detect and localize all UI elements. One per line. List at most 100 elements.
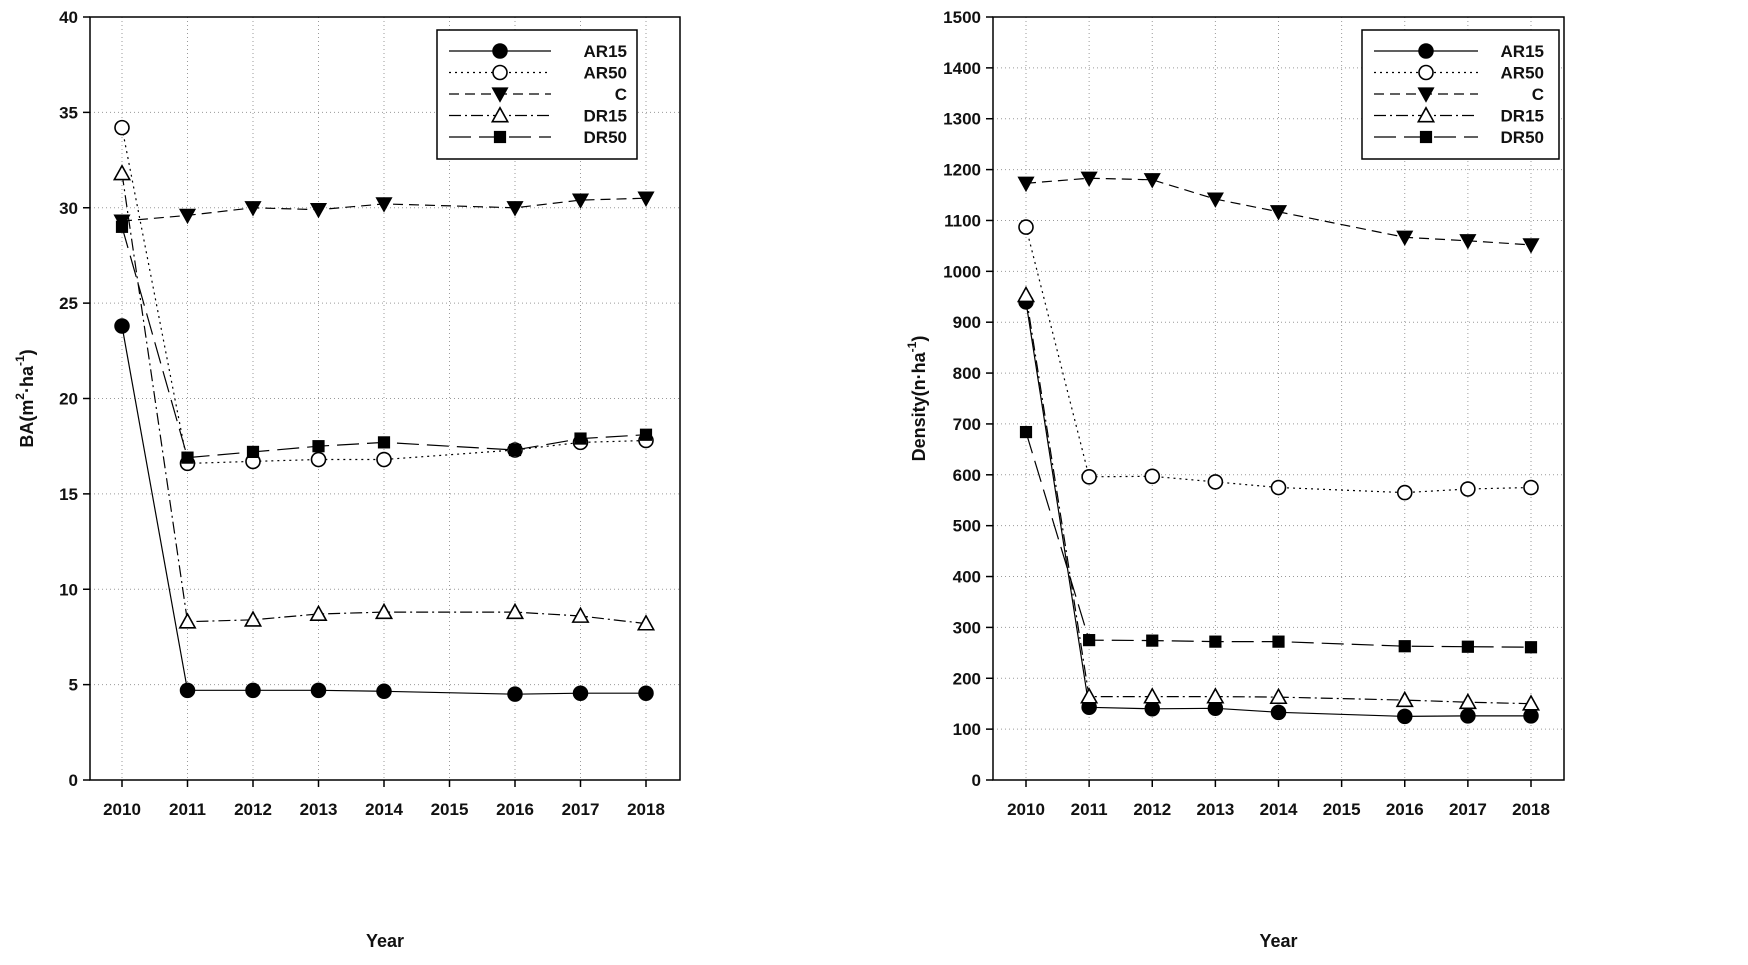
legend-marker-dr50 — [1419, 130, 1433, 144]
y-axis-title-part: ) — [909, 336, 929, 342]
legend-marker-dr15 — [490, 106, 510, 123]
y-tick-label: 5 — [69, 676, 78, 695]
data-point-dr50 — [1398, 640, 1411, 653]
x-tick-label: 2014 — [1260, 800, 1298, 819]
data-point-dr50 — [508, 443, 522, 457]
x-axis-title: Year — [366, 931, 404, 951]
y-axis-title-superscript: -1 — [905, 341, 919, 352]
data-point-c — [1206, 192, 1224, 208]
data-point-ar15 — [638, 685, 654, 701]
x-tick-label: 2011 — [1071, 800, 1108, 819]
x-tick-label: 2011 — [169, 800, 206, 819]
x-tick-label: 2016 — [496, 800, 534, 819]
legend-label-ar50: AR50 — [1501, 64, 1544, 83]
data-point-ar15 — [376, 683, 392, 700]
data-point-ar50 — [1270, 479, 1287, 496]
series-line-dr50 — [1025, 431, 1532, 648]
data-point-dr50 — [1209, 635, 1222, 648]
y-tick-label: 30 — [59, 199, 78, 218]
x-tick-label: 2014 — [365, 800, 403, 819]
legend-marker-ar15 — [492, 43, 508, 59]
y-tick-label: 800 — [953, 364, 981, 383]
data-point-dr15 — [1269, 687, 1288, 705]
data-point-dr15 — [1016, 285, 1036, 303]
data-point-ar15 — [1460, 708, 1476, 724]
y-tick-label: 1200 — [943, 161, 981, 180]
y-tick-label: 400 — [953, 568, 981, 587]
legend-marker-c — [491, 87, 509, 103]
y-axis-title: Density(n·ha-1) — [905, 336, 929, 462]
series-line-ar15 — [121, 325, 646, 695]
x-tick-label: 2018 — [1512, 800, 1550, 819]
x-tick-label: 2016 — [1386, 800, 1424, 819]
y-axis-title-part: ) — [17, 349, 37, 355]
y-axis-title-part: BA(m — [17, 400, 37, 448]
legend-marker-ar50 — [492, 64, 508, 81]
chart-2: 0 100 200 300 400 500 600 700 800 900 1000 1100 1200… — [905, 8, 1565, 951]
data-point-c — [1269, 205, 1288, 221]
y-tick-label: 35 — [59, 103, 78, 122]
x-tick-label: 2012 — [1133, 800, 1171, 819]
x-axis-title: Year — [1259, 931, 1297, 951]
y-tick-label: 300 — [953, 618, 981, 637]
x-tick-label: 2013 — [300, 800, 338, 819]
x-tick-label: 2015 — [1323, 800, 1361, 819]
y-axis-title-superscript: 2 — [13, 393, 27, 400]
data-point-dr15 — [112, 164, 132, 181]
data-point-dr15 — [505, 602, 525, 620]
data-point-dr50 — [246, 445, 260, 459]
legend-label-c: C — [615, 85, 627, 104]
y-tick-label: 25 — [59, 294, 78, 313]
y-tick-label: 200 — [953, 669, 981, 688]
data-point-dr50 — [115, 220, 129, 233]
legend: AR15 AR50 C DR15 DR50 — [1361, 29, 1560, 160]
data-point-dr50 — [1019, 425, 1033, 439]
data-point-dr50 — [312, 440, 325, 453]
x-tick-label: 2017 — [1449, 800, 1487, 819]
data-point-c — [1522, 238, 1540, 254]
y-tick-label: 1300 — [943, 110, 981, 129]
data-point-c — [1396, 230, 1414, 246]
data-point-ar50 — [1460, 481, 1476, 497]
y-axis-title-part: ·ha — [17, 365, 37, 393]
legend-label-ar50: AR50 — [584, 64, 627, 83]
data-point-c — [309, 202, 328, 219]
y-tick-label: 100 — [953, 720, 981, 739]
series-line-ar15 — [1025, 301, 1531, 718]
data-point-c — [571, 193, 590, 209]
legend-label-dr50: DR50 — [1501, 128, 1544, 147]
data-point-ar50 — [1396, 484, 1413, 501]
data-point-dr50 — [1461, 640, 1474, 653]
data-point-ar15 — [507, 686, 523, 702]
series-line-ar50 — [1025, 226, 1532, 494]
legend-marker-ar50 — [1418, 64, 1434, 81]
data-point-ar50 — [1144, 468, 1161, 485]
y-tick-label: 20 — [59, 390, 78, 409]
y-tick-label: 600 — [953, 466, 981, 485]
y-tick-label: 40 — [59, 8, 78, 27]
data-point-ar15 — [179, 682, 196, 699]
y-tick-label: 500 — [953, 517, 981, 536]
data-point-dr50 — [1146, 634, 1159, 647]
legend-label-ar15: AR15 — [1501, 42, 1544, 61]
data-point-ar15 — [310, 682, 327, 699]
series-line-dr15 — [121, 173, 647, 625]
data-point-ar15 — [1144, 701, 1160, 717]
legend: AR15 AR50 C DR15 DR50 — [436, 29, 638, 160]
legend-label-ar15: AR15 — [584, 42, 627, 61]
y-tick-label: 0 — [69, 771, 78, 790]
y-tick-label: 10 — [59, 580, 78, 599]
series-line-ar50 — [121, 127, 647, 465]
data-point-ar15 — [1270, 704, 1287, 721]
series-line-dr15 — [1025, 295, 1532, 705]
y-axis-title: BA(m2·ha-1) — [13, 349, 37, 447]
data-point-ar50 — [1081, 469, 1097, 485]
y-tick-label: 1100 — [944, 211, 981, 230]
data-point-dr15 — [571, 606, 590, 623]
legend-label-c: C — [1532, 85, 1544, 104]
x-tick-label: 2013 — [1196, 800, 1234, 819]
y-axis-title-part: Density(n·ha — [909, 351, 929, 461]
data-point-c — [244, 201, 262, 217]
data-point-dr15 — [374, 602, 394, 620]
data-point-dr50 — [1272, 635, 1285, 648]
